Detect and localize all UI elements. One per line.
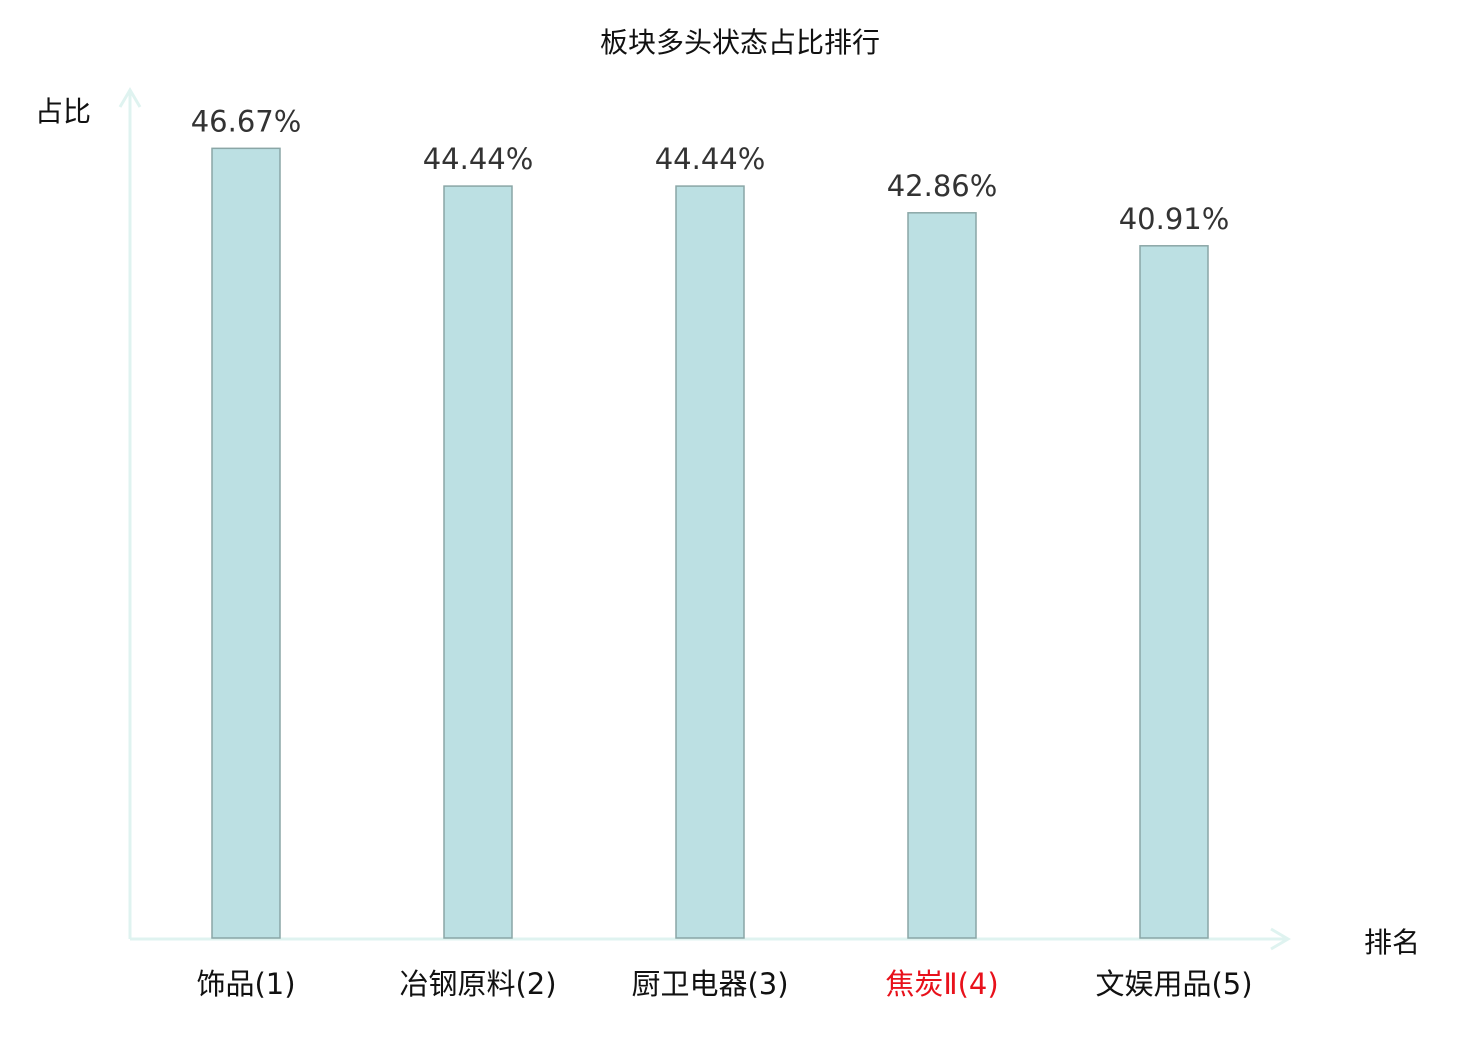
bar: [907, 212, 977, 939]
data-labels: 46.67% 44.44% 44.44% 42.86% 40.91%: [191, 104, 1230, 235]
x-tick-label: 冶钢原料(2): [399, 967, 556, 1001]
axes: [118, 87, 1291, 951]
x-tick-label: 文娱用品(5): [1095, 967, 1252, 1001]
bar: [443, 185, 513, 939]
x-tick-labels: 饰品(1) 冶钢原料(2) 厨卫电器(3) 焦炭Ⅱ(4) 文娱用品(5): [196, 967, 1252, 1001]
bar: [675, 185, 745, 939]
x-tick-label: 饰品(1): [196, 967, 295, 1001]
x-tick-label: 焦炭Ⅱ(4): [885, 967, 998, 1001]
data-label: 46.67%: [191, 104, 302, 138]
x-axis-arrow: [1270, 927, 1291, 951]
chart-title: 板块多头状态占比排行: [600, 26, 880, 59]
y-axis-label: 占比: [35, 95, 91, 128]
bar: [1139, 245, 1209, 939]
x-tick-label: 厨卫电器(3): [631, 967, 788, 1001]
bar: [211, 147, 281, 939]
data-label: 44.44%: [655, 142, 766, 176]
x-axis-label: 排名: [1364, 926, 1420, 959]
bars: [211, 147, 1209, 939]
y-axis-arrow: [118, 87, 142, 108]
data-label: 44.44%: [423, 142, 534, 176]
data-label: 42.86%: [887, 169, 998, 203]
data-label: 40.91%: [1119, 202, 1230, 236]
